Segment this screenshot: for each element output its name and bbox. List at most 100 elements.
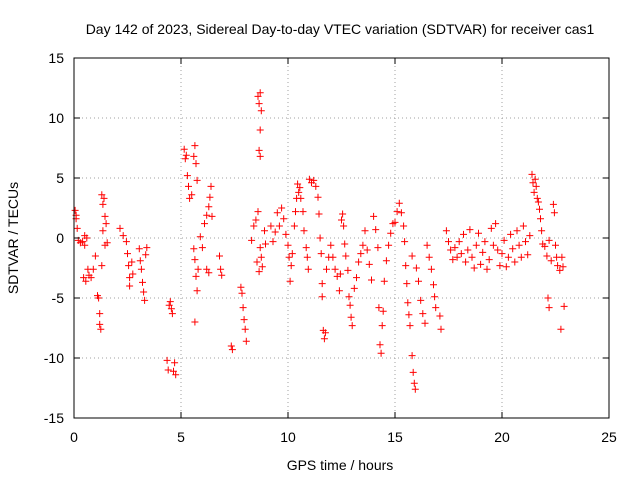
data-point bbox=[532, 182, 540, 190]
data-point bbox=[445, 238, 452, 246]
data-point bbox=[255, 100, 263, 108]
data-point bbox=[126, 274, 134, 282]
data-point bbox=[524, 251, 532, 259]
data-point bbox=[125, 262, 133, 270]
data-point bbox=[556, 266, 564, 274]
data-point bbox=[99, 200, 107, 208]
data-point bbox=[256, 152, 264, 160]
data-point bbox=[411, 385, 419, 393]
data-point bbox=[504, 253, 512, 261]
x-tick-label: 10 bbox=[280, 429, 296, 445]
data-point bbox=[284, 241, 292, 249]
data-point bbox=[468, 253, 476, 261]
data-point bbox=[515, 241, 523, 249]
data-point bbox=[312, 182, 320, 190]
data-point bbox=[191, 318, 199, 326]
data-point bbox=[182, 151, 190, 159]
data-point bbox=[201, 220, 208, 228]
data-point bbox=[320, 335, 328, 343]
data-point bbox=[164, 366, 172, 374]
data-point bbox=[185, 182, 192, 190]
data-point bbox=[254, 92, 262, 100]
data-point bbox=[494, 246, 502, 254]
x-tick-label: 20 bbox=[494, 429, 510, 445]
data-point bbox=[509, 245, 517, 253]
data-point bbox=[451, 244, 459, 252]
data-point bbox=[180, 145, 188, 153]
data-point bbox=[139, 278, 146, 286]
data-point bbox=[531, 175, 539, 183]
chart-title: Day 142 of 2023, Sidereal Day-to-day VTE… bbox=[86, 21, 595, 37]
data-point bbox=[395, 199, 403, 207]
data-point bbox=[502, 263, 510, 271]
data-point bbox=[401, 238, 409, 246]
data-point bbox=[376, 341, 384, 349]
data-point bbox=[419, 310, 427, 318]
data-point bbox=[481, 238, 489, 246]
data-point bbox=[404, 299, 412, 307]
data-point bbox=[511, 258, 519, 266]
data-point bbox=[374, 244, 382, 252]
data-point bbox=[496, 262, 504, 270]
y-tick-label: 15 bbox=[48, 50, 64, 66]
data-point bbox=[541, 242, 549, 250]
data-point bbox=[316, 234, 324, 242]
data-point bbox=[550, 209, 558, 217]
data-point bbox=[205, 203, 213, 211]
data-point bbox=[393, 208, 401, 216]
data-point bbox=[292, 208, 299, 216]
data-point bbox=[475, 229, 482, 237]
data-point bbox=[282, 230, 290, 238]
data-point bbox=[329, 253, 337, 261]
data-point bbox=[73, 224, 81, 232]
data-point bbox=[95, 294, 103, 302]
x-tick-label: 15 bbox=[387, 429, 403, 445]
data-point bbox=[408, 252, 416, 260]
data-point bbox=[406, 322, 414, 330]
data-point bbox=[297, 194, 305, 202]
data-point bbox=[402, 262, 410, 270]
data-point bbox=[256, 126, 264, 134]
data-point bbox=[559, 263, 567, 271]
data-point bbox=[437, 325, 445, 333]
data-point bbox=[537, 215, 544, 223]
data-point bbox=[253, 258, 261, 266]
data-point bbox=[140, 288, 148, 296]
data-point bbox=[372, 226, 380, 234]
data-point bbox=[534, 198, 542, 206]
data-point bbox=[273, 209, 281, 217]
data-points bbox=[71, 89, 568, 393]
data-point bbox=[255, 146, 263, 154]
data-point bbox=[183, 172, 191, 180]
data-point bbox=[136, 257, 144, 265]
data-point bbox=[538, 227, 546, 235]
data-point bbox=[483, 265, 491, 273]
data-point bbox=[507, 230, 515, 238]
data-point bbox=[387, 229, 395, 237]
data-point bbox=[470, 264, 478, 272]
data-point bbox=[171, 359, 179, 367]
data-point bbox=[412, 264, 420, 272]
data-point bbox=[543, 252, 551, 260]
data-point bbox=[361, 227, 369, 235]
data-point bbox=[363, 246, 371, 254]
data-point bbox=[489, 241, 497, 249]
data-point bbox=[530, 188, 538, 196]
y-tick-label: -5 bbox=[52, 290, 65, 306]
data-point bbox=[348, 322, 356, 330]
data-point bbox=[536, 205, 543, 213]
data-point bbox=[271, 228, 279, 236]
data-point bbox=[447, 246, 455, 254]
data-point bbox=[124, 250, 131, 258]
data-point bbox=[237, 283, 245, 291]
data-point bbox=[315, 210, 323, 218]
data-point bbox=[318, 293, 326, 301]
data-point bbox=[193, 287, 201, 295]
data-point bbox=[255, 268, 263, 276]
y-tick-label: 0 bbox=[56, 230, 64, 246]
y-tick-label: -10 bbox=[44, 350, 64, 366]
data-point bbox=[353, 274, 360, 282]
data-point bbox=[558, 253, 566, 261]
data-point bbox=[377, 349, 385, 357]
data-point bbox=[300, 227, 308, 235]
